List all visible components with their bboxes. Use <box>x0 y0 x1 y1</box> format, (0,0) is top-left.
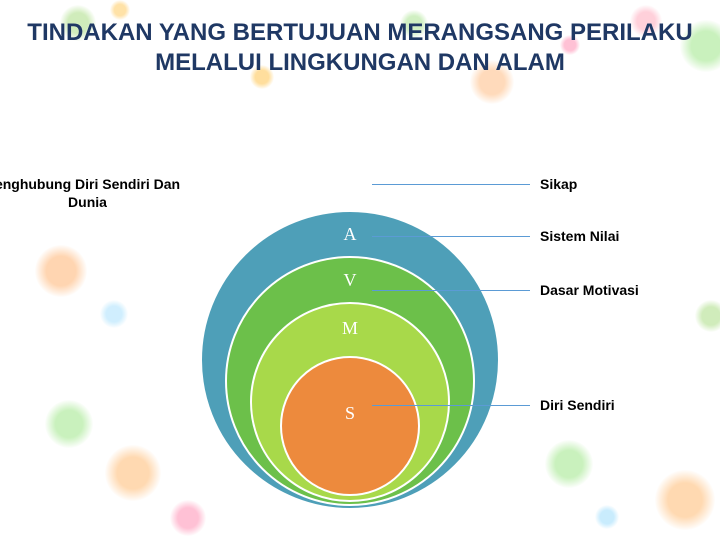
circle-desc: Dasar Motivasi <box>540 282 639 298</box>
bokeh-dot <box>655 470 715 530</box>
leader-line <box>372 405 530 406</box>
circle-desc: Sistem Nilai <box>540 228 619 244</box>
bokeh-dot <box>545 440 593 488</box>
circle-desc: Sikap <box>540 176 577 192</box>
bokeh-dot <box>695 300 720 332</box>
circle-letter: M <box>342 318 358 339</box>
circle-desc: Diri Sendiri <box>540 397 615 413</box>
leader-line <box>372 290 530 291</box>
circle-letter: S <box>345 403 355 424</box>
nested-circle-diagram: ASikapVSistem NilaiMDasar MotivasiSDiri … <box>200 150 500 510</box>
bokeh-dot <box>170 500 206 536</box>
leader-line <box>372 184 530 185</box>
left-label: enghubung Diri Sendiri Dan Dunia <box>0 175 185 211</box>
circle-s: S <box>280 356 420 496</box>
leader-line <box>372 236 530 237</box>
bokeh-dot <box>100 300 128 328</box>
circle-letter: V <box>344 270 357 291</box>
page-title: TINDAKAN YANG BERTUJUAN MERANGSANG PERIL… <box>0 0 720 78</box>
circle-letter: A <box>344 224 357 245</box>
bokeh-dot <box>105 445 161 501</box>
bokeh-dot <box>45 400 93 448</box>
bokeh-dot <box>35 245 87 297</box>
bokeh-dot <box>595 505 619 529</box>
